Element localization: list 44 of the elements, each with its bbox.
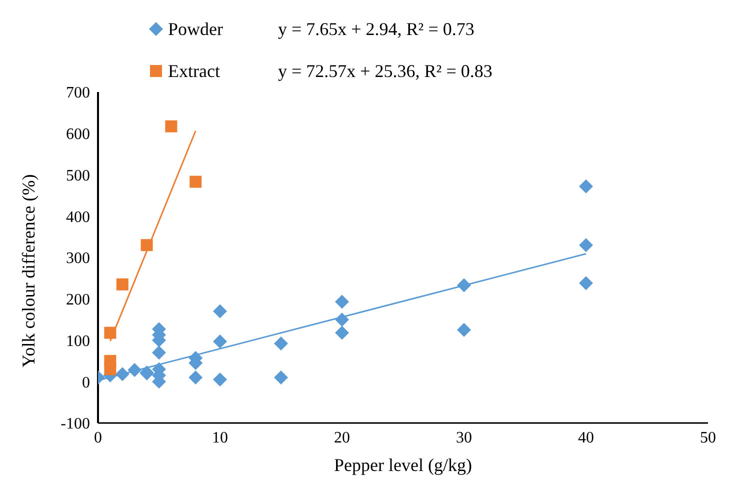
text: y = 72.57x + 25.36, R² = 0.83 [278,60,492,82]
y-tick-label: 400 [66,208,90,226]
x-tick-label: 0 [94,429,102,446]
point [190,176,202,188]
y-tick-label: 100 [66,332,90,350]
x-tick-label: 30 [456,429,472,446]
point [457,322,471,337]
point [188,370,203,384]
point [579,238,593,252]
point [213,372,227,387]
point [274,336,288,351]
text: y = 7.65x + 2.94, R² = 0.73 [278,18,474,40]
point [128,363,142,378]
y-tick-label: -100 [60,416,90,433]
point [579,179,593,194]
y-tick-label: 600 [66,126,90,144]
point [274,370,288,384]
point [213,334,227,348]
point [104,363,116,376]
point [335,312,349,327]
point [152,346,166,360]
point [116,278,128,290]
legend-label: Extract [168,60,221,82]
x-axis-title: Pepper level (g/kg) [334,455,472,475]
point [115,367,130,382]
y-tick-label: 700 [66,84,90,102]
y-tick-label: 300 [66,250,90,268]
legend-label: Powder [168,18,224,40]
x-tick-label: 40 [578,429,594,446]
y-axis-title: Yolk colour difference (%) [18,174,38,368]
point [165,120,178,132]
point [579,276,593,290]
y-tick-label: 500 [66,167,90,184]
point [457,278,471,292]
x-tick-label: 20 [334,429,350,446]
point [140,239,153,252]
point [213,304,227,318]
point [335,326,349,340]
x-tick-label: 50 [700,429,716,446]
y-tick-label: 0 [82,374,90,392]
point [335,294,349,309]
y-tick-label: 200 [66,292,90,309]
x-tick-label: 10 [212,429,228,446]
point [104,326,116,339]
